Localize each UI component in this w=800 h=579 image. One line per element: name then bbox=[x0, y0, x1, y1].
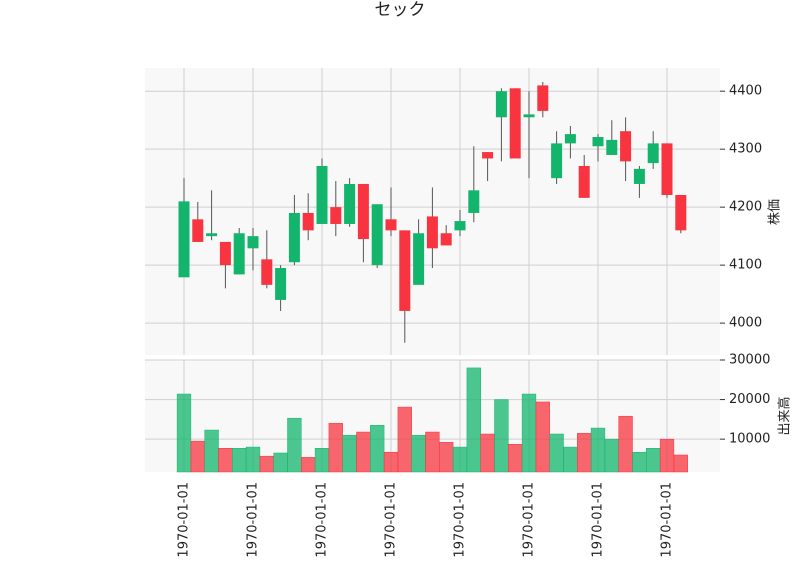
y-axis-label: 株価 bbox=[768, 199, 783, 225]
candle-body bbox=[247, 236, 259, 249]
candle-body bbox=[482, 152, 494, 159]
volume-bar bbox=[521, 393, 537, 473]
y2-axis-label: 出来高 bbox=[777, 396, 793, 435]
volume-bar bbox=[204, 429, 219, 473]
volume-bar bbox=[494, 399, 509, 473]
candle-body bbox=[454, 221, 466, 231]
candle-body bbox=[578, 165, 590, 198]
volume-bar bbox=[590, 427, 606, 473]
volume-bar bbox=[439, 442, 454, 473]
y-tick-label: 4000 bbox=[729, 316, 762, 331]
volume-bar bbox=[632, 451, 647, 473]
volume-bar bbox=[232, 448, 247, 473]
candle-body bbox=[178, 201, 190, 278]
volume-bar bbox=[245, 446, 261, 473]
volume-bar bbox=[383, 451, 399, 473]
volume-bar bbox=[314, 448, 330, 473]
volume-bar bbox=[411, 434, 426, 473]
candle-body bbox=[357, 183, 369, 240]
candle-body bbox=[233, 233, 245, 275]
x-tick-label: 1970-01-01 bbox=[591, 482, 606, 558]
candle-body bbox=[606, 139, 618, 155]
candle-body bbox=[647, 143, 659, 164]
volume-bar bbox=[577, 432, 592, 473]
volume-bar bbox=[356, 431, 371, 473]
volume-bar bbox=[480, 433, 495, 473]
volume-bar bbox=[563, 446, 578, 473]
candle-body bbox=[371, 204, 383, 266]
x-tick-label: 1970-01-01 bbox=[315, 482, 330, 558]
volume-bar bbox=[673, 454, 688, 473]
volume-bar bbox=[397, 406, 412, 473]
x-tick-label: 1970-01-01 bbox=[177, 482, 192, 558]
candle-body bbox=[537, 85, 549, 111]
volume-bar bbox=[190, 440, 205, 473]
candle-body bbox=[633, 168, 645, 184]
candle-body bbox=[564, 134, 576, 144]
candle-body bbox=[675, 194, 687, 231]
candle-body bbox=[661, 143, 673, 195]
y-tick-label: 4200 bbox=[729, 200, 762, 215]
candle-body bbox=[206, 233, 218, 237]
y-tick-label: 4300 bbox=[729, 142, 762, 157]
volume-bar bbox=[301, 457, 316, 473]
x-tick-label: 1970-01-01 bbox=[660, 482, 675, 558]
candle-body bbox=[288, 212, 300, 263]
volume-bar bbox=[328, 423, 343, 473]
volume-bar bbox=[604, 438, 619, 473]
candle-body bbox=[219, 241, 231, 266]
candle-body bbox=[620, 131, 632, 162]
y2-tick-label: 10000 bbox=[729, 432, 770, 447]
candle-body bbox=[413, 233, 425, 285]
volume-bar bbox=[466, 367, 481, 473]
volume-bar bbox=[370, 425, 385, 473]
y2-tick-label: 20000 bbox=[729, 392, 770, 407]
candle-body bbox=[330, 207, 342, 224]
candle-body bbox=[468, 190, 480, 213]
volume-bar bbox=[287, 417, 302, 473]
volume-bar bbox=[452, 446, 468, 473]
y-tick-label: 4400 bbox=[729, 84, 762, 99]
y2-tick-label: 30000 bbox=[729, 353, 770, 368]
candle-body bbox=[316, 165, 328, 224]
candle-body bbox=[592, 136, 604, 147]
x-tick-label: 1970-01-01 bbox=[522, 482, 537, 558]
candle-body bbox=[385, 219, 397, 231]
volume-bar bbox=[646, 448, 661, 473]
x-tick-label: 1970-01-01 bbox=[453, 482, 468, 558]
candle-body bbox=[551, 143, 563, 179]
candle-body bbox=[495, 91, 507, 118]
volume-bar bbox=[425, 431, 440, 473]
volume-bar bbox=[659, 438, 675, 473]
x-tick-label: 1970-01-01 bbox=[246, 482, 261, 558]
volume-bar bbox=[273, 452, 288, 473]
volume-bar bbox=[342, 434, 357, 473]
candle-body bbox=[440, 233, 452, 246]
candle-body bbox=[302, 212, 314, 231]
candle-body bbox=[509, 88, 521, 159]
x-tick-label: 1970-01-01 bbox=[384, 482, 399, 558]
volume-bar bbox=[218, 448, 233, 473]
candle-body bbox=[275, 268, 287, 300]
y-tick-label: 4100 bbox=[729, 258, 762, 273]
chart-title: セック bbox=[375, 0, 426, 20]
candle-body bbox=[426, 216, 438, 249]
candle-body bbox=[192, 219, 204, 242]
volume-bar bbox=[176, 393, 192, 473]
volume-bar bbox=[535, 401, 550, 473]
volume-bar bbox=[508, 444, 523, 473]
candle-body bbox=[261, 259, 273, 285]
volume-bar bbox=[259, 455, 274, 473]
candle-body bbox=[523, 114, 535, 118]
volume-bar bbox=[618, 415, 633, 473]
candle-body bbox=[344, 183, 356, 224]
volume-bar bbox=[549, 433, 564, 473]
candle-body bbox=[399, 230, 411, 311]
